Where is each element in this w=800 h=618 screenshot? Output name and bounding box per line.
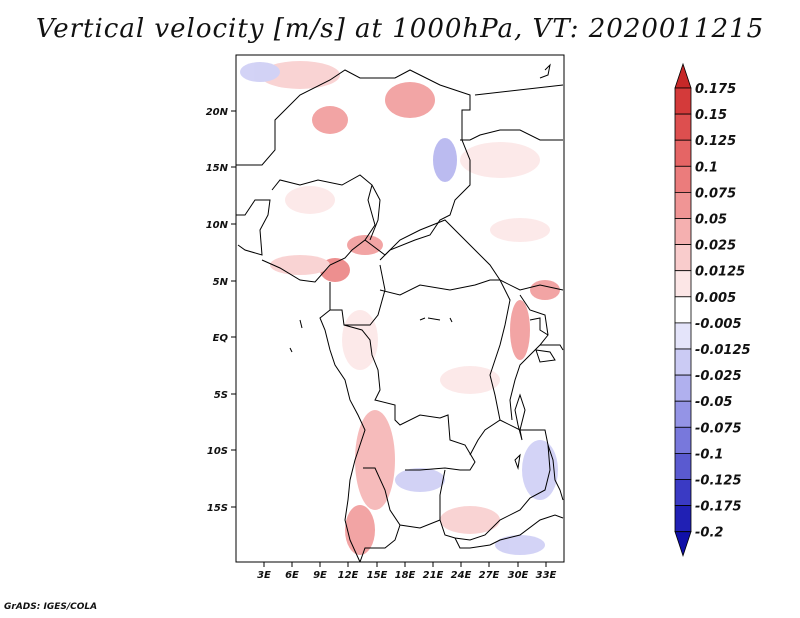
- lon-label-27e: 27E: [479, 570, 500, 581]
- colorbar-label: 0.005: [695, 291, 736, 306]
- lat-label-15s: 15S: [207, 503, 228, 514]
- lon-label-3e: 3E: [257, 570, 271, 581]
- lon-label-30e: 30E: [508, 570, 529, 581]
- colorbar-label: 0.175: [695, 82, 736, 97]
- colorbar-top-arrow: [674, 62, 692, 89]
- lat-ticks: 20N 15N 10N 5N EQ 5S 10S 15S: [206, 107, 236, 514]
- colorbar-label: -0.1: [695, 447, 723, 462]
- lon-ticks: 3E 6E 9E 12E 15E 18E 21E 24E 27E 30E 33E: [257, 562, 557, 581]
- colorbar-swatch: [674, 113, 692, 141]
- lon-label-21e: 21E: [423, 570, 444, 581]
- lon-label-24e: 24E: [451, 570, 472, 581]
- lon-label-33e: 33E: [536, 570, 557, 581]
- lon-label-12e: 12E: [338, 570, 359, 581]
- colorbar-swatch: [674, 191, 692, 219]
- colorbar-label: 0.0125: [695, 265, 745, 280]
- colorbar: 0.175 0.15 0.125 0.1 0.075 0.05 0.025 0.0125 0.0…: [674, 62, 751, 557]
- colorbar-swatch: [674, 296, 692, 324]
- colorbar-bottom-arrow: [674, 531, 692, 557]
- colorbar-swatch: [674, 426, 692, 454]
- colorbar-swatch: [674, 400, 692, 428]
- lon-label-15e: 15E: [367, 570, 388, 581]
- chart-title: Vertical velocity [m/s] at 1000hPa, VT: …: [35, 14, 765, 44]
- colorbar-label: 0.15: [695, 108, 727, 123]
- lat-label-10n: 10N: [206, 220, 229, 231]
- colorbar-swatch: [674, 374, 692, 402]
- lat-label-eq: EQ: [213, 333, 229, 344]
- colorbar-label: 0.1: [695, 160, 718, 175]
- colorbar-label: -0.05: [695, 395, 732, 410]
- lat-label-15n: 15N: [206, 163, 229, 174]
- colorbar-swatch: [674, 218, 692, 246]
- colorbar-swatch: [674, 452, 692, 480]
- colorbar-label: -0.0125: [695, 343, 751, 358]
- coastlines-and-borders: [236, 63, 564, 563]
- lat-label-5n: 5N: [213, 277, 229, 288]
- lat-label-10s: 10S: [207, 446, 228, 457]
- lon-label-18e: 18E: [395, 570, 416, 581]
- colorbar-label: -0.125: [695, 474, 742, 489]
- lat-label-5s: 5S: [214, 390, 228, 401]
- lat-label-20n: 20N: [206, 107, 229, 118]
- colorbar-label: 0.025: [695, 239, 736, 254]
- map-panel: 20N 15N 10N 5N EQ 5S 10S 15S 3E 6E 9E 12…: [206, 54, 565, 581]
- colorbar-swatch: [674, 165, 692, 193]
- colorbar-label: -0.2: [695, 526, 723, 541]
- colorbar-swatch: [674, 270, 692, 298]
- colorbar-label: -0.025: [695, 369, 742, 384]
- credit-label: GrADS: IGES/COLA: [4, 602, 98, 612]
- colorbar-swatch: [674, 348, 692, 376]
- colorbar-swatch: [674, 322, 692, 350]
- colorbar-label: 0.125: [695, 134, 736, 149]
- colorbar-swatch: [674, 244, 692, 272]
- colorbar-label: -0.075: [695, 421, 742, 436]
- colorbar-swatch: [674, 505, 692, 533]
- lon-label-6e: 6E: [285, 570, 299, 581]
- colorbar-swatch: [674, 479, 692, 507]
- lon-label-9e: 9E: [313, 570, 327, 581]
- colorbar-swatch: [674, 87, 692, 115]
- colorbar-label: -0.005: [695, 317, 742, 332]
- colorbar-swatch: [674, 139, 692, 167]
- colorbar-label: 0.075: [695, 186, 736, 201]
- colorbar-label: -0.175: [695, 500, 742, 515]
- colorbar-label: 0.05: [695, 213, 727, 228]
